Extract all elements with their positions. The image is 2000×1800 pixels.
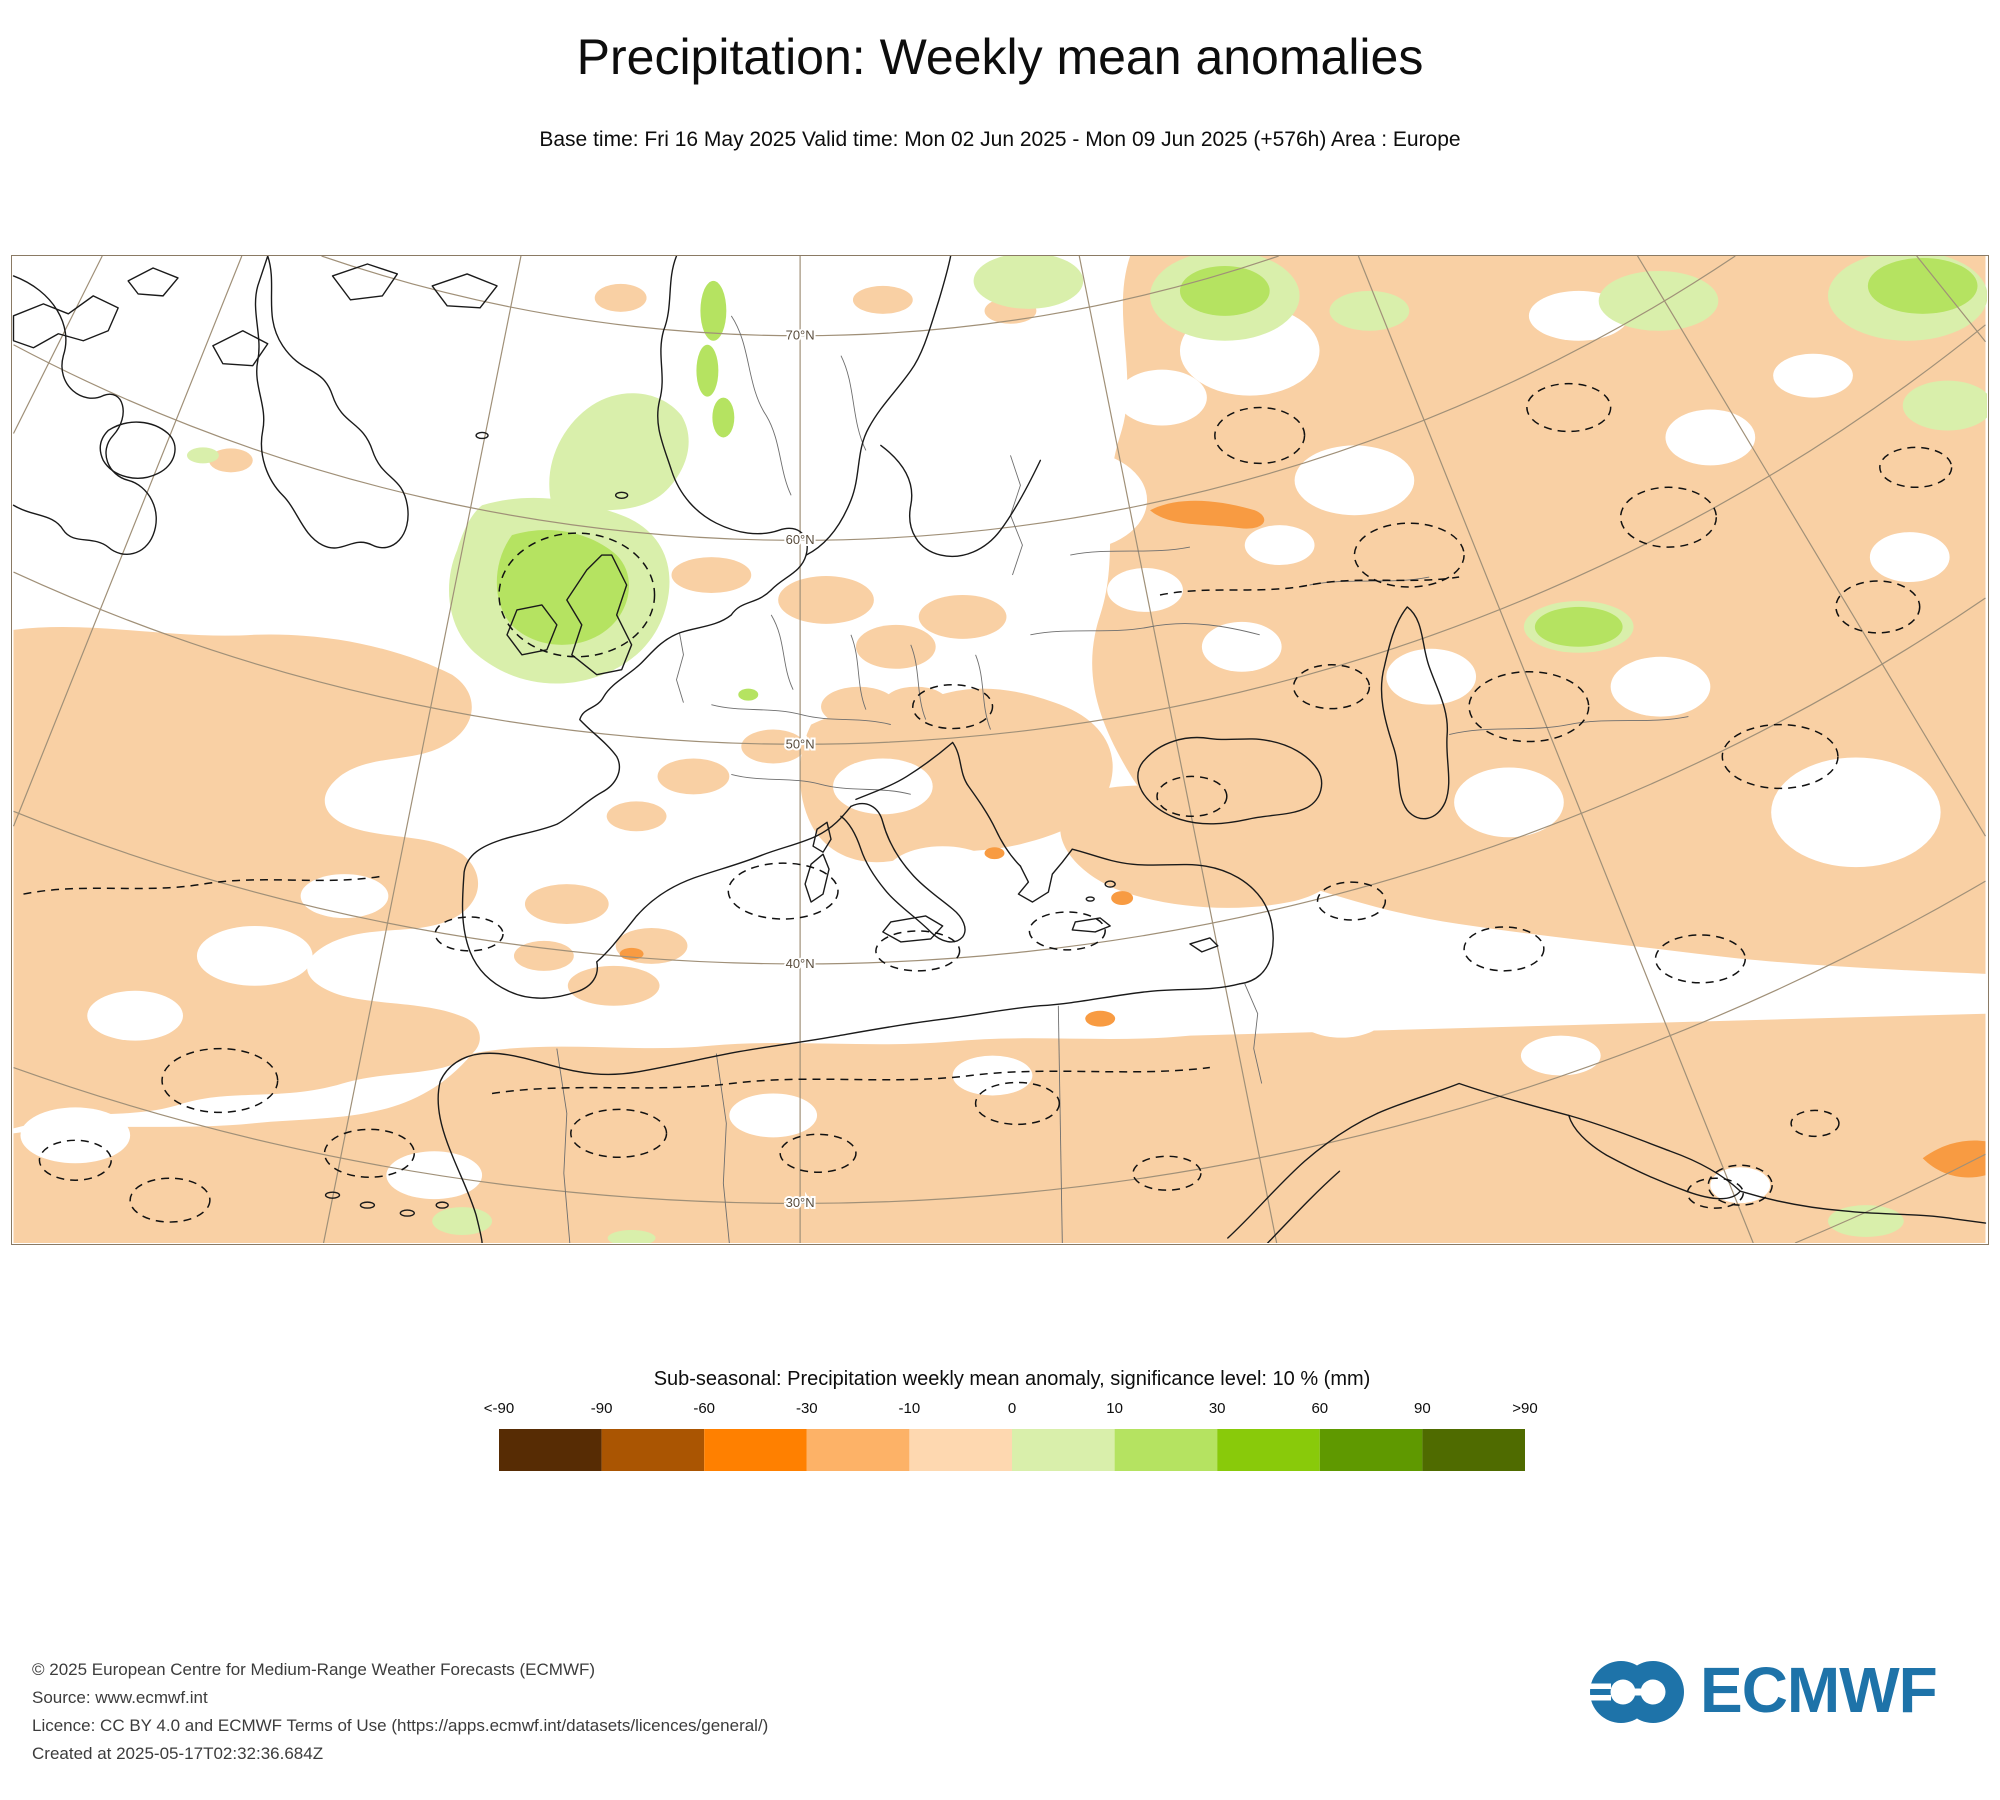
legend-tick: 30	[1208, 1400, 1226, 1417]
page-subtitle: Base time: Fri 16 May 2025 Valid time: M…	[539, 128, 1461, 151]
legend-tick: -90	[590, 1400, 613, 1417]
coastlines	[12, 256, 1987, 1243]
legend-tick: >90	[1512, 1400, 1538, 1417]
legend-swatch	[909, 1429, 1012, 1471]
latitude-label-70n: 70°N	[786, 328, 815, 343]
latitude-label-50n: 50°N	[786, 737, 815, 752]
page-title: Precipitation: Weekly mean anomalies	[576, 29, 1424, 85]
legend-swatch	[601, 1429, 705, 1471]
positive-anomaly-medium-regions	[496, 257, 1978, 701]
legend-title: Sub-seasonal: Precipitation weekly mean …	[653, 1368, 1371, 1390]
ecmwf-logo: ECMWF	[1590, 1652, 1970, 1732]
legend-swatch	[806, 1429, 910, 1471]
latitude-label-60n: 60°N	[786, 532, 815, 547]
legend-tick: 0	[1007, 1400, 1017, 1417]
ecmwf-logo-icon	[1590, 1661, 1684, 1723]
footer-copyright: © 2025 European Centre for Medium-Range …	[32, 1660, 596, 1679]
footer-created: Created at 2025-05-17T02:32:36.684Z	[32, 1744, 324, 1763]
legend-tick: 10	[1106, 1400, 1123, 1417]
europe-anomaly-map: 70°N 60°N 50°N 40°N 30°N	[11, 255, 1989, 1245]
country-borders	[556, 315, 1689, 1243]
graticule	[12, 256, 1987, 1243]
legend-swatch	[1114, 1429, 1218, 1471]
legend-swatch	[1422, 1429, 1525, 1471]
footer-licence: Licence: CC BY 4.0 and ECMWF Terms of Us…	[32, 1716, 769, 1735]
legend-tick: <-90	[483, 1400, 515, 1417]
map-canvas: 70°N 60°N 50°N 40°N 30°N	[12, 256, 1987, 1243]
legend-swatch	[1012, 1429, 1115, 1471]
legend-tick-labels: <-90 -90 -60 -30 -10 0 10 30 60 90 >90	[484, 1400, 1538, 1420]
latitude-labels: 70°N 60°N 50°N 40°N 30°N	[784, 326, 817, 1212]
legend-tick: -30	[795, 1400, 818, 1417]
latitude-label-30n: 30°N	[786, 1195, 815, 1210]
legend-tick: 90	[1414, 1400, 1431, 1417]
legend-swatch	[1217, 1429, 1320, 1471]
latitude-label-40n: 40°N	[786, 956, 815, 971]
footer-source: Source: www.ecmwf.int	[32, 1688, 208, 1707]
legend-swatch	[1319, 1429, 1423, 1471]
negative-anomaly-medium-regions	[619, 500, 1986, 1178]
no-anomaly-holes	[20, 290, 1950, 1204]
legend-swatch	[704, 1429, 807, 1471]
legend-tick: 60	[1311, 1400, 1329, 1417]
legend-swatch	[499, 1429, 602, 1471]
ecmwf-logo-text: ECMWF	[1700, 1654, 1938, 1726]
legend-tick: -60	[693, 1400, 716, 1417]
significance-contours	[23, 382, 1953, 1223]
legend-tick: -10	[898, 1400, 921, 1417]
footer-attribution: © 2025 European Centre for Medium-Range …	[32, 1656, 768, 1768]
legend-colorbar	[499, 1429, 1525, 1476]
